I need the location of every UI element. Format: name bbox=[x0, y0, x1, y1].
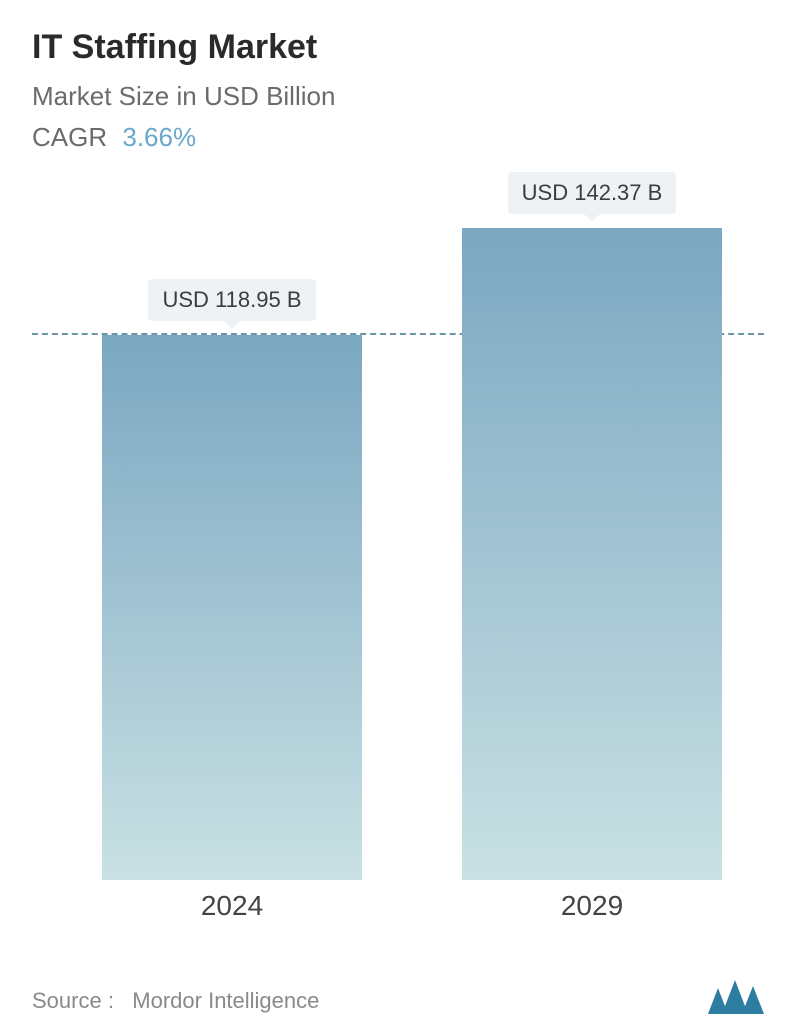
bar-value-label: USD 142.37 B bbox=[508, 172, 677, 214]
bar bbox=[462, 228, 722, 880]
x-axis-label: 2024 bbox=[201, 890, 263, 922]
source-text: Source : Mordor Intelligence bbox=[32, 988, 319, 1014]
x-axis-label: 2029 bbox=[561, 890, 623, 922]
plot-region: USD 118.95 BUSD 142.37 B bbox=[32, 193, 764, 880]
chart-area: USD 118.95 BUSD 142.37 B 2024 2029 bbox=[32, 193, 764, 970]
chart-title: IT Staffing Market bbox=[32, 28, 764, 67]
source-name: Mordor Intelligence bbox=[132, 988, 319, 1013]
cagr-value: 3.66% bbox=[122, 122, 196, 152]
chart-subtitle: Market Size in USD Billion bbox=[32, 81, 764, 112]
bar-group: USD 118.95 B bbox=[102, 279, 362, 880]
bar-value-label: USD 118.95 B bbox=[148, 279, 315, 321]
brand-logo-icon bbox=[708, 980, 764, 1014]
bar-group: USD 142.37 B bbox=[462, 172, 722, 880]
cagr-row: CAGR 3.66% bbox=[32, 122, 764, 153]
footer: Source : Mordor Intelligence bbox=[32, 970, 764, 1014]
bar bbox=[102, 335, 362, 880]
x-axis: 2024 2029 bbox=[32, 890, 764, 930]
source-prefix: Source : bbox=[32, 988, 114, 1013]
cagr-label: CAGR bbox=[32, 122, 107, 152]
chart-container: IT Staffing Market Market Size in USD Bi… bbox=[0, 0, 796, 1034]
